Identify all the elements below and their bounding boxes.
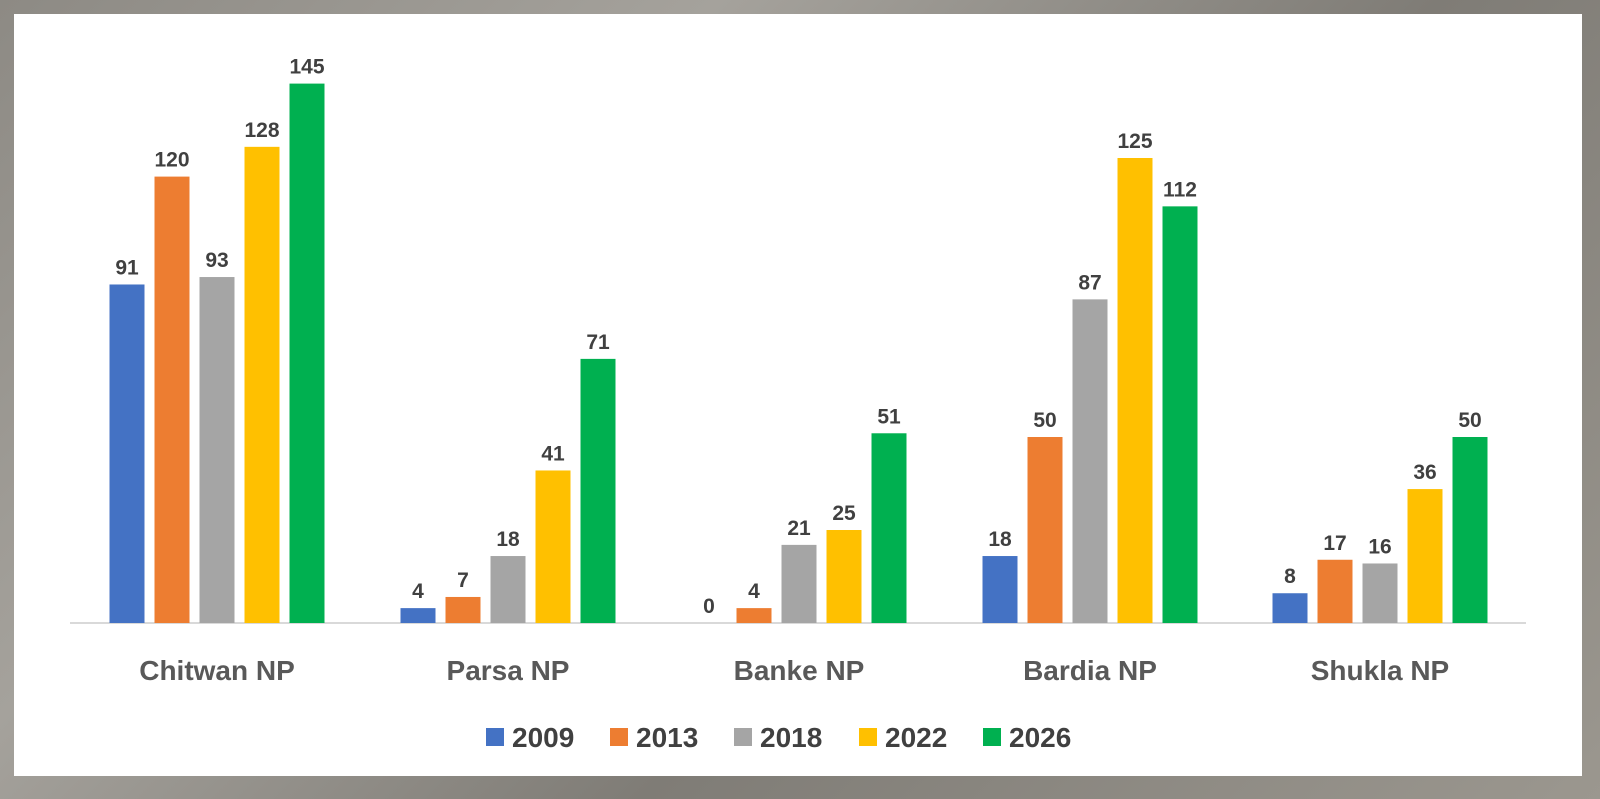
data-label: 112	[1163, 178, 1197, 201]
category-label: Bardia NP	[1023, 655, 1157, 686]
bar-2018-banke-np	[781, 544, 817, 623]
category-label: Chitwan NP	[139, 655, 295, 686]
bars-group	[109, 83, 1488, 624]
category-label: Banke NP	[734, 655, 865, 686]
bar-2022-bardia-np	[1117, 158, 1153, 623]
data-label: 8	[1284, 565, 1296, 588]
data-label: 18	[988, 528, 1012, 551]
legend-label-2009: 2009	[512, 722, 574, 753]
bar-2018-shukla-np	[1362, 563, 1398, 623]
bar-2009-shukla-np	[1272, 593, 1308, 623]
bar-2013-shukla-np	[1317, 559, 1353, 623]
data-label: 71	[586, 331, 610, 354]
data-label: 21	[787, 517, 811, 540]
data-label: 25	[832, 502, 856, 525]
bar-2009-parsa-np	[400, 608, 436, 623]
legend-label-2018: 2018	[760, 722, 822, 753]
data-label: 41	[541, 442, 565, 465]
bar-2013-bardia-np	[1027, 437, 1063, 623]
data-label: 125	[1117, 130, 1152, 153]
data-label: 120	[154, 149, 189, 172]
data-label: 51	[877, 405, 901, 428]
legend-label-2022: 2022	[885, 722, 947, 753]
legend: 2009 2013 2018 2022 2026	[486, 722, 1071, 753]
bar-chart: 91 120 93 128 145 4 7 18 41 71 0 4 21 25 51 18 50 87 125 11…	[70, 56, 1526, 753]
bar-2018-chitwan-np	[199, 277, 235, 623]
bar-2022-parsa-np	[535, 470, 571, 623]
bar-2026-bardia-np	[1162, 206, 1198, 624]
bar-2022-chitwan-np	[244, 146, 280, 623]
data-label: 93	[205, 249, 228, 272]
bar-2026-chitwan-np	[289, 83, 325, 624]
data-label: 0	[703, 595, 715, 618]
bar-2009-bardia-np	[982, 556, 1018, 623]
legend-label-2013: 2013	[636, 722, 698, 753]
legend-swatch-2009	[486, 728, 504, 746]
data-label: 50	[1458, 409, 1481, 432]
bar-2026-parsa-np	[580, 358, 616, 623]
legend-label-2026: 2026	[1009, 722, 1071, 753]
data-label: 91	[115, 256, 139, 279]
bar-2013-chitwan-np	[154, 176, 190, 623]
category-label: Parsa NP	[447, 655, 570, 686]
data-label: 128	[244, 119, 279, 142]
data-label: 4	[412, 580, 424, 603]
bar-2026-banke-np	[871, 433, 907, 623]
bar-2018-parsa-np	[490, 556, 526, 623]
data-labels-group: 91 120 93 128 145 4 7 18 41 71 0 4 21 25 51 18 50 87 125 11…	[115, 56, 1481, 618]
data-label: 145	[289, 56, 324, 79]
category-labels-group: Chitwan NP Parsa NP Banke NP Bardia NP Shukl…	[139, 655, 1449, 686]
data-label: 7	[457, 569, 469, 592]
data-label: 87	[1078, 271, 1101, 294]
bar-2013-parsa-np	[445, 596, 481, 623]
bar-2026-shukla-np	[1452, 437, 1488, 623]
data-label: 16	[1368, 535, 1391, 558]
category-label: Shukla NP	[1311, 655, 1449, 686]
data-label: 17	[1323, 532, 1346, 555]
bar-2018-bardia-np	[1072, 299, 1108, 623]
legend-swatch-2026	[983, 728, 1001, 746]
legend-swatch-2013	[610, 728, 628, 746]
bar-2022-banke-np	[826, 530, 862, 623]
bar-2013-banke-np	[736, 608, 772, 623]
bar-2022-shukla-np	[1407, 489, 1443, 623]
bar-2009-chitwan-np	[109, 284, 145, 623]
data-label: 50	[1033, 409, 1056, 432]
legend-swatch-2022	[859, 728, 877, 746]
data-label: 36	[1413, 461, 1436, 484]
legend-swatch-2018	[734, 728, 752, 746]
chart-frame: 91 120 93 128 145 4 7 18 41 71 0 4 21 25 51 18 50 87 125 11…	[14, 14, 1582, 776]
data-label: 18	[496, 528, 520, 551]
data-label: 4	[748, 580, 760, 603]
